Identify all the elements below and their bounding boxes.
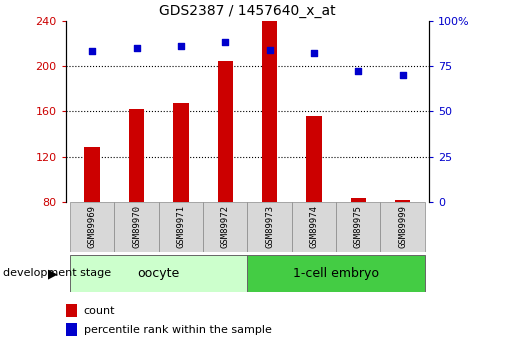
Text: GSM89975: GSM89975: [354, 205, 363, 248]
Point: [266, 47, 274, 52]
Bar: [218, 61, 233, 202]
Text: GSM89972: GSM89972: [221, 205, 230, 248]
Text: percentile rank within the sample: percentile rank within the sample: [84, 325, 272, 335]
Bar: [159, 202, 203, 252]
Bar: [395, 199, 411, 202]
Bar: [66, 304, 77, 317]
Point: [221, 40, 229, 45]
Title: GDS2387 / 1457640_x_at: GDS2387 / 1457640_x_at: [159, 4, 336, 18]
Bar: [70, 255, 247, 292]
Bar: [336, 202, 380, 252]
Point: [310, 50, 318, 56]
Text: GSM89974: GSM89974: [310, 205, 319, 248]
Bar: [292, 202, 336, 252]
Bar: [173, 104, 189, 202]
Bar: [84, 148, 100, 202]
Bar: [247, 255, 425, 292]
Point: [177, 43, 185, 49]
Bar: [115, 202, 159, 252]
Text: GSM89973: GSM89973: [265, 205, 274, 248]
Point: [132, 45, 140, 51]
Bar: [247, 202, 292, 252]
Text: GSM89971: GSM89971: [176, 205, 185, 248]
Text: development stage: development stage: [3, 268, 111, 278]
Point: [355, 69, 363, 74]
Bar: [203, 202, 247, 252]
Text: count: count: [84, 306, 115, 316]
Point: [88, 49, 96, 54]
Bar: [66, 323, 77, 336]
Bar: [70, 202, 115, 252]
Bar: [129, 109, 144, 202]
Text: oocyte: oocyte: [138, 267, 180, 280]
Bar: [262, 21, 277, 202]
Text: GSM89999: GSM89999: [398, 205, 407, 248]
Point: [398, 72, 407, 78]
Bar: [306, 116, 322, 202]
Text: 1-cell embryo: 1-cell embryo: [293, 267, 379, 280]
Text: GSM89969: GSM89969: [88, 205, 97, 248]
Text: ▶: ▶: [48, 267, 58, 280]
Bar: [380, 202, 425, 252]
Bar: [350, 198, 366, 202]
Text: GSM89970: GSM89970: [132, 205, 141, 248]
